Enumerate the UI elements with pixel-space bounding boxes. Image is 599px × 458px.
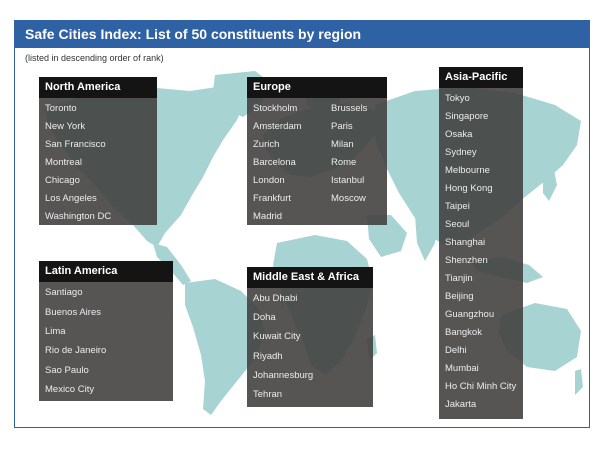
infographic-frame: Safe Cities Index: List of 50 constituen…	[14, 20, 590, 428]
city-label: Mexico City	[45, 384, 95, 395]
city-label: Frankfurt	[253, 193, 292, 204]
city-label: Melbourne	[445, 165, 490, 176]
city-label: Santiago	[45, 287, 83, 298]
new-zealand-landmass	[575, 369, 583, 395]
city-label: Seoul	[445, 219, 470, 230]
city-label: Paris	[331, 121, 353, 132]
region-box-latin-america: Latin America Santiago Buenos Aires Lima…	[39, 261, 173, 401]
region-box-europe: Europe Stockholm Amsterdam Zurich Barcel…	[247, 77, 387, 225]
city-label: Brussels	[331, 103, 368, 114]
city-label: Taipei	[445, 201, 470, 212]
city-label: Buenos Aires	[45, 307, 101, 318]
city-label: Milan	[331, 139, 354, 150]
city-label: Rome	[331, 157, 357, 168]
south-america-landmass	[185, 279, 265, 415]
page-subtitle: (listed in descending order of rank)	[25, 53, 164, 63]
city-label: Tianjin	[445, 273, 473, 284]
city-label: Tokyo	[445, 93, 470, 104]
city-label: San Francisco	[45, 139, 106, 150]
city-label: Madrid	[253, 211, 283, 222]
city-label: Sydney	[445, 147, 477, 158]
india-landmass	[415, 215, 439, 261]
city-label: Riyadh	[253, 351, 283, 362]
city-label: Istanbul	[331, 175, 365, 186]
city-label: Stockholm	[253, 103, 298, 114]
city-label: Singapore	[445, 111, 489, 122]
city-label: Shenzhen	[445, 255, 488, 266]
city-label: Shanghai	[445, 237, 486, 248]
city-label: Lima	[45, 326, 66, 337]
city-label: Mumbai	[445, 363, 479, 374]
city-label: Osaka	[445, 129, 473, 140]
city-label: Johannesburg	[253, 370, 314, 381]
region-header-north-america: North America	[39, 77, 157, 98]
city-label: Abu Dhabi	[253, 293, 298, 304]
city-label: Chicago	[45, 175, 80, 186]
city-label: Washington DC	[45, 211, 112, 222]
city-label: Guangzhou	[445, 309, 495, 320]
region-header-asia-pacific: Asia-Pacific	[439, 67, 523, 88]
city-label: Sao Paulo	[45, 365, 89, 376]
region-box-asia-pacific: Asia-Pacific Tokyo Singapore Osaka Sydne…	[439, 67, 523, 419]
city-label: Amsterdam	[253, 121, 302, 132]
city-label: Toronto	[45, 103, 77, 114]
city-label: Los Angeles	[45, 193, 97, 204]
city-label: New York	[45, 121, 86, 132]
city-label: Tehran	[253, 389, 283, 400]
city-label: Montreal	[45, 157, 82, 168]
city-label: Zurich	[253, 139, 280, 150]
region-box-middle-east-africa: Middle East & Africa Abu Dhabi Doha Kuwa…	[247, 267, 373, 407]
city-label: Bangkok	[445, 327, 482, 338]
city-label: London	[253, 175, 285, 186]
city-label: Beijing	[445, 291, 474, 302]
region-header-middle-east-africa: Middle East & Africa	[247, 267, 373, 288]
city-label: Doha	[253, 312, 276, 323]
city-label: Ho Chi Minh City	[445, 381, 517, 392]
city-label: Barcelona	[253, 157, 296, 168]
region-header-latin-america: Latin America	[39, 261, 173, 282]
city-label: Jakarta	[445, 399, 477, 410]
japan-landmass	[543, 165, 557, 201]
city-label: Hong Kong	[445, 183, 493, 194]
region-header-europe: Europe	[247, 77, 387, 98]
city-label: Delhi	[445, 345, 467, 356]
city-label: Moscow	[331, 193, 366, 204]
region-box-north-america: North America Toronto New York San Franc…	[39, 77, 157, 225]
city-label: Kuwait City	[253, 331, 301, 342]
arabia-landmass	[367, 215, 407, 257]
city-label: Rio de Janeiro	[45, 345, 107, 356]
page-title: Safe Cities Index: List of 50 constituen…	[15, 21, 589, 48]
